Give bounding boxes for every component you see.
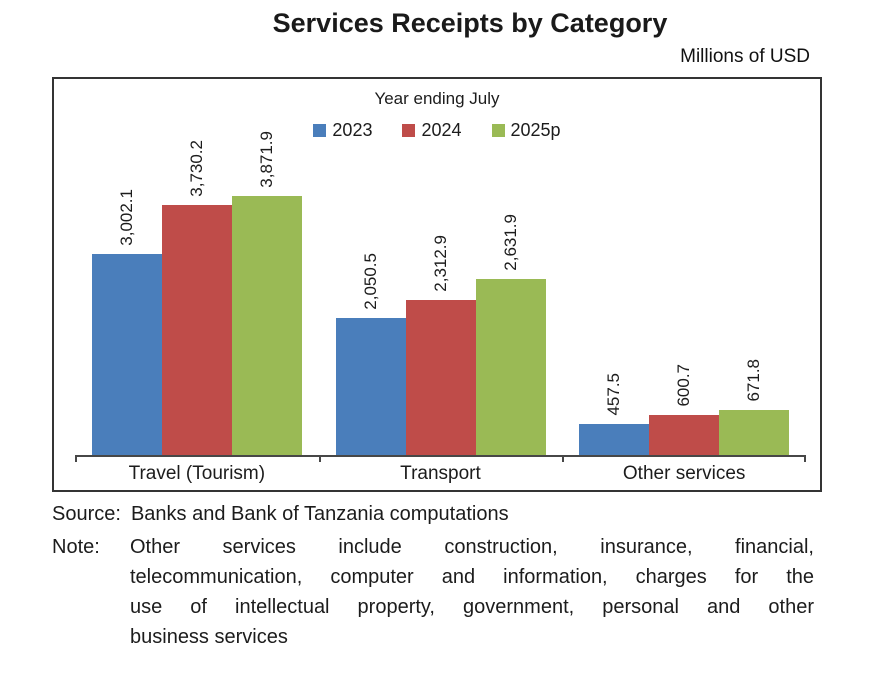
legend-swatch-icon bbox=[402, 124, 416, 137]
bar-2025p-other-services bbox=[719, 410, 790, 455]
legend-swatch-icon bbox=[491, 124, 505, 137]
note-row: Note: Other services include constructio… bbox=[52, 532, 814, 652]
bar-2023-transport bbox=[335, 318, 406, 455]
category-label: Other services bbox=[622, 463, 746, 484]
legend-swatch-icon bbox=[313, 124, 327, 137]
bar-2024-transport bbox=[405, 300, 476, 455]
legend-title: Year ending July bbox=[374, 89, 500, 108]
note-line: use of intellectual property, government… bbox=[130, 596, 814, 618]
note-label: Note: bbox=[52, 536, 100, 558]
legend-item-2025p: 2025p bbox=[491, 120, 561, 141]
bar-value-label: 600.7 bbox=[674, 364, 694, 407]
x-axis-tick bbox=[804, 455, 806, 462]
bar-2023-other-services bbox=[579, 424, 650, 455]
bar-value-label: 2,631.9 bbox=[500, 214, 520, 271]
x-axis-tick bbox=[318, 455, 321, 462]
bar-2024-other-services bbox=[649, 415, 720, 455]
bar-value-label: 2,050.5 bbox=[360, 253, 380, 310]
bar-2023-travel-tourism- bbox=[91, 254, 162, 455]
source-label: Source: bbox=[52, 503, 121, 525]
category-label: Transport bbox=[400, 463, 481, 484]
footnotes: Source: Banks and Bank of Tanzania comput… bbox=[52, 500, 814, 652]
units-label: Millions of USD bbox=[680, 46, 810, 67]
legend-item-2024: 2024 bbox=[402, 120, 462, 141]
x-axis-tick bbox=[562, 455, 565, 462]
bar-2025p-travel-tourism- bbox=[231, 196, 302, 455]
legend-item-label: 2023 bbox=[332, 120, 373, 140]
note-line: business services bbox=[130, 626, 288, 648]
note-line: telecommunication, computer and informat… bbox=[130, 566, 814, 588]
bar-value-label: 3,002.1 bbox=[116, 189, 136, 246]
x-axis-line bbox=[75, 455, 806, 457]
bar-value-label: 671.8 bbox=[744, 359, 764, 402]
plot-area: Travel (Tourism) 3,002.1 3,730.2 3,871.9 Tra… bbox=[54, 79, 820, 490]
bar-value-label: 2,312.9 bbox=[430, 235, 450, 292]
legend-items: 2023 2024 2025p bbox=[54, 120, 820, 141]
bar-2025p-transport bbox=[475, 279, 546, 455]
source-line: Source: Banks and Bank of Tanzania comput… bbox=[52, 500, 814, 528]
legend-item-2023: 2023 bbox=[313, 120, 372, 141]
x-axis-tick bbox=[75, 455, 77, 462]
bar-value-label: 3,730.2 bbox=[186, 140, 206, 197]
note-text: Other services include construction, ins… bbox=[130, 532, 814, 652]
note-line: Other services include construction, ins… bbox=[130, 536, 814, 558]
source-text: Banks and Bank of Tanzania computations bbox=[130, 503, 509, 525]
bar-value-label: 457.5 bbox=[604, 373, 624, 416]
legend-item-label: 2025p bbox=[510, 120, 561, 140]
category-label: Travel (Tourism) bbox=[128, 463, 266, 484]
legend-item-label: 2024 bbox=[421, 120, 462, 140]
chart-area: Year ending July 2023 2024 2025p Travel (T… bbox=[52, 77, 822, 492]
bar-2024-travel-tourism- bbox=[161, 205, 232, 455]
bar-value-label: 3,871.9 bbox=[256, 131, 276, 188]
chart-title: Services Receipts by Category bbox=[272, 8, 668, 38]
legend: Year ending July 2023 2024 2025p bbox=[54, 89, 820, 141]
